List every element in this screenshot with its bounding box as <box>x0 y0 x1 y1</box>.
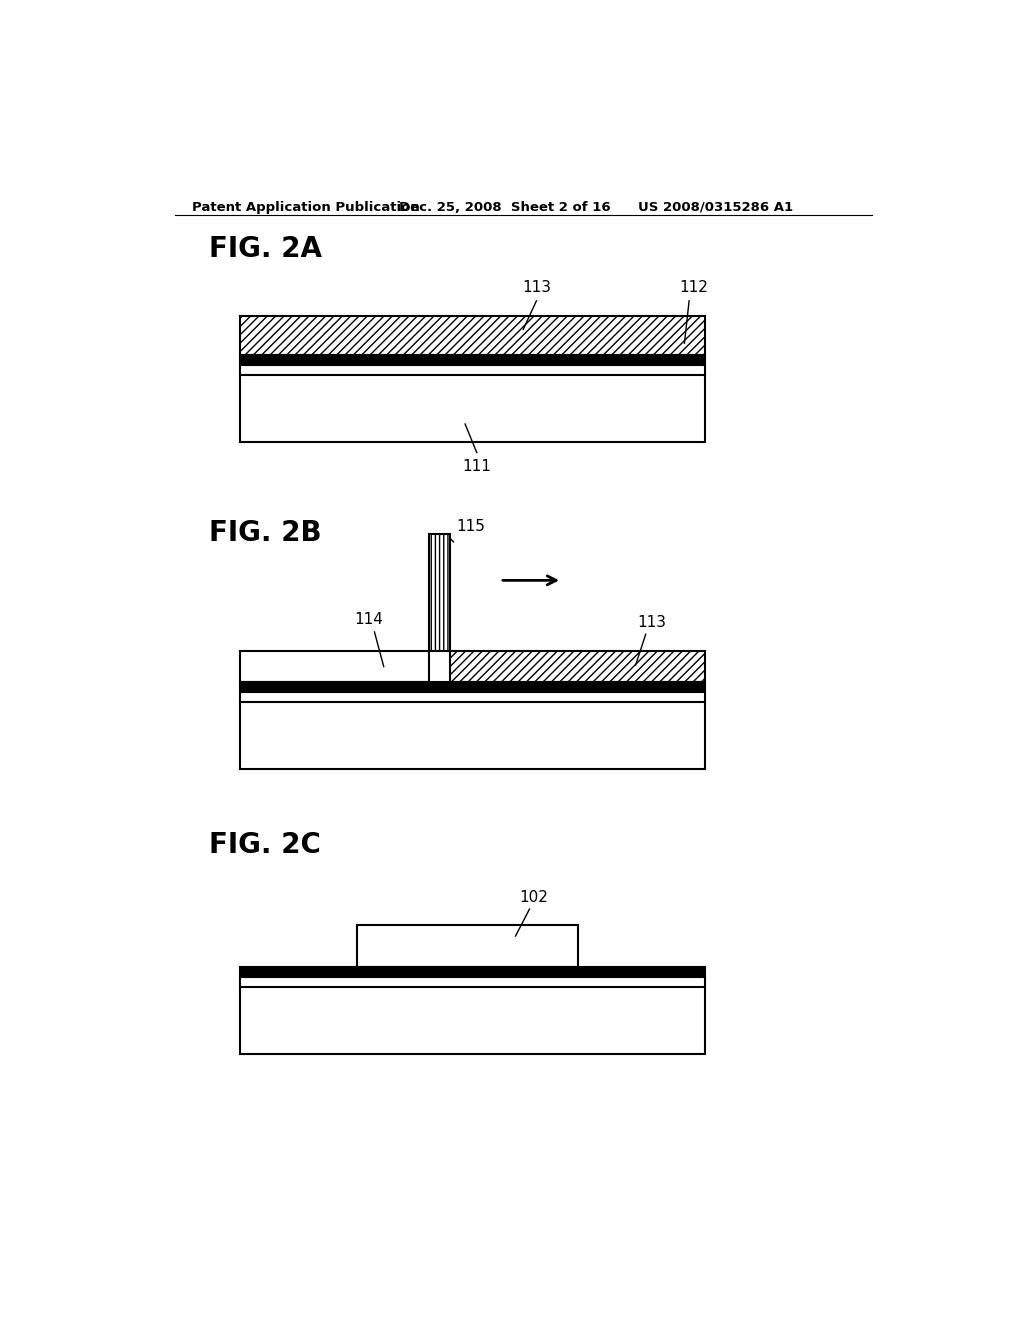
Text: Dec. 25, 2008  Sheet 2 of 16: Dec. 25, 2008 Sheet 2 of 16 <box>399 201 611 214</box>
Bar <box>241 966 706 977</box>
Bar <box>241 977 706 1053</box>
Bar <box>241 682 706 692</box>
Bar <box>241 355 706 364</box>
Bar <box>429 535 450 651</box>
Bar <box>241 364 706 442</box>
Text: FIG. 2C: FIG. 2C <box>209 830 322 858</box>
Text: 102: 102 <box>519 890 549 906</box>
Bar <box>241 651 429 682</box>
Text: FIG. 2B: FIG. 2B <box>209 519 322 546</box>
Text: US 2008/0315286 A1: US 2008/0315286 A1 <box>638 201 793 214</box>
Text: Patent Application Publication: Patent Application Publication <box>191 201 419 214</box>
Bar <box>356 924 578 966</box>
Text: 115: 115 <box>457 519 485 535</box>
Text: 113: 113 <box>522 280 551 296</box>
Text: 114: 114 <box>354 611 383 627</box>
Text: 113: 113 <box>637 615 667 630</box>
Text: 112: 112 <box>679 280 709 296</box>
Text: FIG. 2A: FIG. 2A <box>209 235 323 264</box>
Text: 111: 111 <box>462 459 492 474</box>
Bar <box>241 317 706 355</box>
Bar <box>241 692 706 770</box>
Bar <box>450 651 706 682</box>
